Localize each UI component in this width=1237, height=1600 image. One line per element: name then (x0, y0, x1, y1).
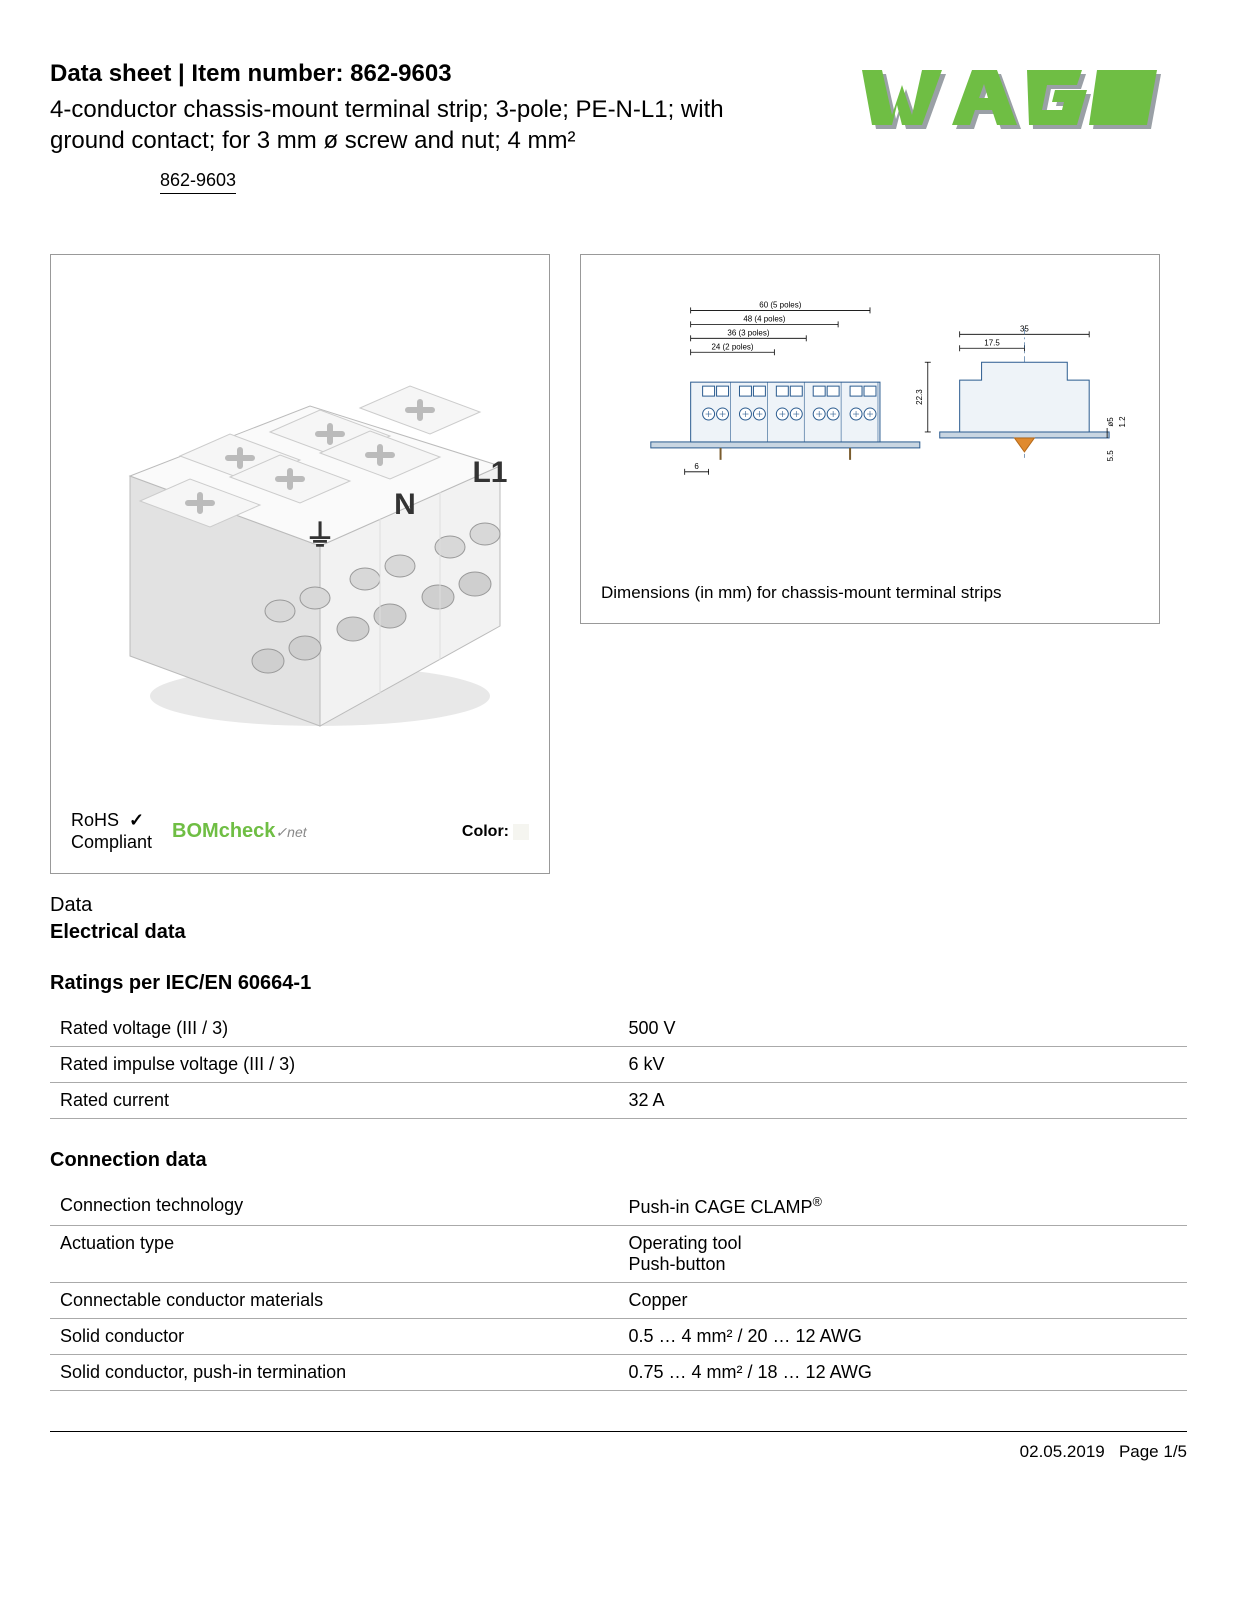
title-prefix: Data sheet | Item number: (50, 60, 350, 87)
spec-value: 32 A (619, 1083, 1188, 1119)
compliant-label: Compliant (71, 832, 152, 852)
spec-key: Connectable conductor materials (50, 1283, 619, 1319)
bomcheck-text: BOMcheck (172, 820, 275, 842)
svg-text:60 (5 poles): 60 (5 poles) (759, 301, 801, 310)
bomcheck-suffix: ✓net (275, 824, 306, 840)
svg-text:24 (2 poles): 24 (2 poles) (711, 343, 753, 352)
header-text-block: Data sheet | Item number: 862-9603 4-con… (50, 60, 817, 194)
image-row: ⏚ N L1 RoHS ✓ Compliant BOMcheck✓net Color… (50, 254, 1187, 874)
ratings-heading: Ratings per IEC/EN 60664-1 (50, 972, 1187, 995)
rohs-compliant: RoHS ✓ Compliant (71, 810, 152, 853)
svg-text:22.3: 22.3 (915, 389, 924, 405)
svg-text:N: N (394, 488, 416, 521)
spec-key: Rated voltage (III / 3) (50, 1011, 619, 1047)
header: Data sheet | Item number: 862-9603 4-con… (50, 60, 1187, 194)
spec-key: Solid conductor (50, 1319, 619, 1355)
wago-logo (857, 60, 1187, 135)
spec-key: Rated current (50, 1083, 619, 1119)
spec-value: 500 V (619, 1011, 1188, 1047)
spec-value: Push-in CAGE CLAMP® (619, 1188, 1188, 1226)
spec-key: Connection technology (50, 1188, 619, 1226)
svg-text:⏚: ⏚ (305, 520, 335, 553)
color-indicator: Color: (462, 823, 529, 841)
data-section-label: Data (50, 894, 1187, 917)
table-row: Solid conductor0.5 … 4 mm² / 20 … 12 AWG (50, 1319, 1187, 1355)
page-title: Data sheet | Item number: 862-9603 (50, 60, 817, 88)
color-swatch (513, 824, 529, 840)
svg-text:6: 6 (694, 462, 699, 471)
dimension-caption: Dimensions (in mm) for chassis-mount ter… (597, 573, 1143, 607)
spec-value: Copper (619, 1283, 1188, 1319)
title-item-number: 862-9603 (350, 60, 451, 87)
spec-value: 0.5 … 4 mm² / 20 … 12 AWG (619, 1319, 1188, 1355)
table-row: Actuation typeOperating toolPush-button (50, 1226, 1187, 1283)
page-footer: 02.05.2019 Page 1/5 (50, 1431, 1187, 1462)
svg-text:17.5: 17.5 (984, 339, 1000, 348)
svg-text:L1: L1 (472, 456, 507, 489)
table-row: Solid conductor, push-in termination0.75… (50, 1355, 1187, 1391)
dimension-diagram: 60 (5 poles) 48 (4 poles) 36 (3 poles) 24 (… (597, 271, 1143, 573)
connection-table: Connection technologyPush-in CAGE CLAMP®… (50, 1188, 1187, 1391)
spec-key: Solid conductor, push-in termination (50, 1355, 619, 1391)
color-label: Color: (462, 823, 509, 840)
ratings-table: Rated voltage (III / 3)500 VRated impuls… (50, 1011, 1187, 1119)
table-row: Rated voltage (III / 3)500 V (50, 1011, 1187, 1047)
svg-text:48 (4 poles): 48 (4 poles) (743, 315, 785, 324)
table-row: Connection technologyPush-in CAGE CLAMP® (50, 1188, 1187, 1226)
product-image-box: ⏚ N L1 RoHS ✓ Compliant BOMcheck✓net Color… (50, 254, 550, 874)
item-number-link[interactable]: 862-9603 (160, 170, 236, 194)
page-subtitle: 4-conductor chassis-mount terminal strip… (50, 94, 750, 156)
table-row: Rated impulse voltage (III / 3)6 kV (50, 1047, 1187, 1083)
electrical-data-heading: Electrical data (50, 921, 1187, 944)
connection-data-heading: Connection data (50, 1149, 1187, 1172)
svg-text:ø5: ø5 (1106, 417, 1115, 427)
rohs-label: RoHS (71, 810, 119, 830)
bomcheck-logo: BOMcheck✓net (172, 820, 307, 843)
svg-text:1.2: 1.2 (1118, 416, 1127, 428)
spec-value: 0.75 … 4 mm² / 18 … 12 AWG (619, 1355, 1188, 1391)
spec-value: Operating toolPush-button (619, 1226, 1188, 1283)
dimension-diagram-box: 60 (5 poles) 48 (4 poles) 36 (3 poles) 24 (… (580, 254, 1160, 624)
table-row: Connectable conductor materialsCopper (50, 1283, 1187, 1319)
spec-key: Actuation type (50, 1226, 619, 1283)
spec-key: Rated impulse voltage (III / 3) (50, 1047, 619, 1083)
svg-text:36 (3 poles): 36 (3 poles) (727, 329, 769, 338)
table-row: Rated current32 A (50, 1083, 1187, 1119)
footer-page: Page 1/5 (1119, 1442, 1187, 1461)
product-image: ⏚ N L1 (67, 271, 533, 800)
footer-date: 02.05.2019 (1020, 1442, 1105, 1461)
spec-value: 6 kV (619, 1047, 1188, 1083)
compliance-row: RoHS ✓ Compliant BOMcheck✓net Color: (67, 800, 533, 857)
svg-text:5.5: 5.5 (1106, 450, 1115, 462)
check-icon: ✓ (129, 810, 144, 830)
